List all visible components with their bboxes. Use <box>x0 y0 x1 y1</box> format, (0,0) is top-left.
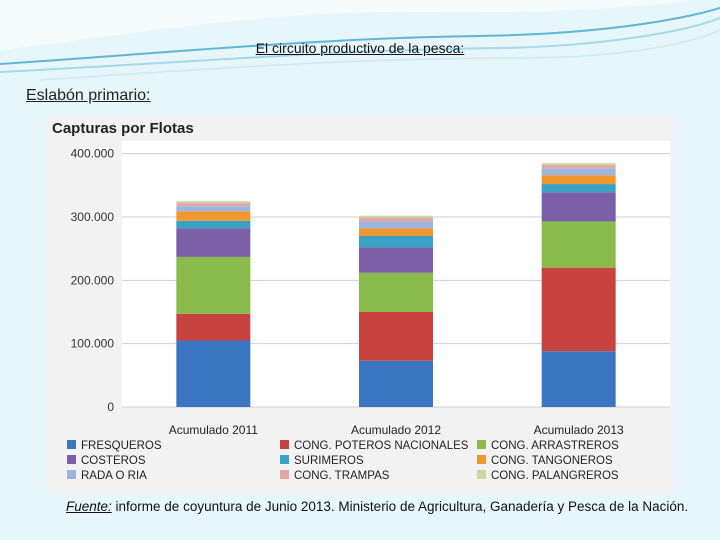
bar-segment <box>359 217 433 222</box>
legend-swatch <box>67 440 76 449</box>
legend-label: CONG. ARRASTREROS <box>491 440 619 452</box>
source-label: Fuente: <box>66 499 112 514</box>
bar-segment <box>541 192 616 222</box>
legend-swatch <box>67 470 76 479</box>
bar-segment <box>541 351 616 407</box>
y-tick-label: 100.000 <box>71 337 115 351</box>
legend-layer: FRESQUEROS CONG. POTEROS NACIONALES CONG. … <box>67 440 619 482</box>
source-text: informe de coyuntura de Junio 2013. Mini… <box>111 499 689 514</box>
bar-segment <box>359 272 433 312</box>
legend-swatch <box>477 470 486 479</box>
header-wave-line-2 <box>0 17 720 73</box>
bar-segment <box>541 168 616 176</box>
bar-segment <box>359 215 433 218</box>
legend-swatch <box>67 455 76 464</box>
slide-title: El circuito productivo de la pesca: <box>255 40 465 56</box>
bar-segment <box>176 228 251 257</box>
bar-segment <box>176 206 251 212</box>
legend-swatch <box>477 455 486 464</box>
legend-label: CONG. TANGONEROS <box>491 455 613 467</box>
legend-label: CONG. POTEROS NACIONALES <box>294 440 469 452</box>
x-category-label: Acumulado 2013 <box>534 423 624 437</box>
legend-swatch <box>280 470 289 479</box>
header-wave-line-1 <box>0 7 720 65</box>
bar-layer <box>176 163 616 407</box>
legend-label: CONG. TRAMPAS <box>294 470 390 482</box>
bar-segment <box>176 313 251 341</box>
bar-segment <box>541 267 616 352</box>
bar-segment <box>359 236 433 248</box>
legend-label: SURIMEROS <box>294 455 364 467</box>
legend-swatch <box>280 455 289 464</box>
header-wave-line-3 <box>39 29 720 81</box>
legend-label: CONG. PALANGREROS <box>491 470 619 482</box>
legend-swatch <box>477 440 486 449</box>
legend-label: RADA O RIA <box>81 470 147 482</box>
source-note: Fuente: informe de coyuntura de Junio 20… <box>66 497 696 516</box>
x-category-label: Acumulado 2011 <box>169 423 258 437</box>
bar-segment <box>541 221 616 268</box>
bar-segment <box>176 220 251 229</box>
legend-label: FRESQUEROS <box>81 440 162 452</box>
y-tick-label: 200.000 <box>71 273 115 287</box>
bar-segment <box>359 312 433 361</box>
header-wave-dark <box>0 0 720 50</box>
chart-panel: 0 100.000 200.000 300.000 400.000 Acumulado 2… <box>47 116 675 494</box>
bar-segment <box>176 211 251 221</box>
legend-label: COSTEROS <box>81 455 146 467</box>
y-tick-label: 400.000 <box>71 147 115 161</box>
bar-segment <box>176 340 251 407</box>
bar-segment <box>541 175 616 185</box>
bar-segment <box>541 165 616 169</box>
y-tick-label: 0 <box>107 400 114 414</box>
bar-segment <box>541 163 616 166</box>
bar-segment <box>176 201 251 204</box>
bar-segment <box>176 203 251 207</box>
x-category-label: Acumulado 2012 <box>351 423 441 437</box>
bar-segment <box>359 221 433 229</box>
legend-swatch <box>280 440 289 449</box>
axis-layer: 0 100.000 200.000 300.000 400.000 Acumulado 2… <box>71 147 624 437</box>
section-subtitle: Eslabón primario: <box>26 87 151 104</box>
bar-segment <box>359 228 433 236</box>
bar-segment <box>359 247 433 273</box>
bar-segment <box>359 360 433 407</box>
bar-segment <box>541 184 616 193</box>
stacked-bar-chart: 0 100.000 200.000 300.000 400.000 Acumulado 2… <box>52 120 670 482</box>
bar-segment <box>176 256 251 314</box>
chart-title: Capturas por Flotas <box>52 120 194 137</box>
y-tick-label: 300.000 <box>71 210 115 224</box>
